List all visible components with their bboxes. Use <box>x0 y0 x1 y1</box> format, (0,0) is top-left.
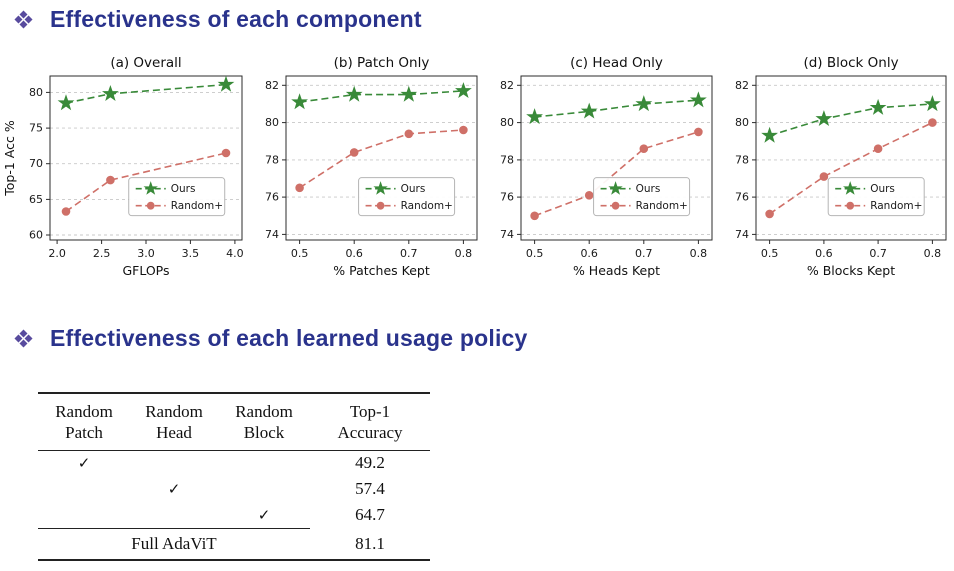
svg-text:80: 80 <box>29 86 43 99</box>
header-random-block: Random Block <box>218 393 310 451</box>
svg-text:70: 70 <box>29 157 43 170</box>
svg-text:65: 65 <box>29 193 43 206</box>
svg-text:0.8: 0.8 <box>924 247 942 260</box>
section-title-policy: Effectiveness of each learned usage poli… <box>14 325 528 352</box>
section-component-heading: Effectiveness of each component <box>50 6 422 32</box>
svg-text:78: 78 <box>500 153 514 166</box>
svg-text:Random+: Random+ <box>870 200 922 212</box>
header-top1-accuracy: Top-1 Accuracy <box>310 393 430 451</box>
header-line: Block <box>243 423 285 443</box>
header-random-head: Random Head <box>130 393 218 451</box>
table-row: ✓ 57.4 <box>38 476 430 502</box>
chart-block-only: 74 76 78 80 82 0.5 0.6 0.7 0.8 (d) Block Only % Bl… <box>735 55 947 278</box>
svg-text:75: 75 <box>29 122 43 135</box>
svg-text:(d) Block Only: (d) Block Only <box>803 55 898 71</box>
svg-text:76: 76 <box>265 191 279 204</box>
svg-text:0.6: 0.6 <box>815 247 833 260</box>
chart-head-only: 74 76 78 80 82 0.5 0.6 0.7 0.8 (c) Head Only % Hea… <box>500 55 713 278</box>
header-random-patch: Random Patch <box>38 393 130 451</box>
header-line: Patch <box>65 423 103 443</box>
svg-text:0.8: 0.8 <box>690 247 708 260</box>
svg-text:% Heads Kept: % Heads Kept <box>573 263 660 278</box>
cell-full-adavit-accuracy: 81.1 <box>355 533 385 553</box>
svg-text:Ours: Ours <box>171 183 196 195</box>
svg-text:2.0: 2.0 <box>48 247 66 260</box>
svg-text:% Patches Kept: % Patches Kept <box>333 263 430 278</box>
svg-text:Ours: Ours <box>870 183 895 195</box>
svg-text:80: 80 <box>265 116 279 129</box>
svg-text:Random+: Random+ <box>171 200 223 212</box>
header-line: Accuracy <box>337 423 403 443</box>
cell-random-patch-check <box>38 502 130 528</box>
cell-accuracy-value: 49.2 <box>355 453 385 473</box>
chart-overall: 60 65 70 75 80 2.0 2.5 3.0 3.5 4.0 (a) Overall GFLO… <box>2 55 244 278</box>
svg-text:0.5: 0.5 <box>526 247 544 260</box>
svg-text:0.7: 0.7 <box>635 247 653 260</box>
table-row: ✓ 64.7 <box>38 502 430 528</box>
header-line: Random <box>235 402 293 421</box>
svg-text:Ours: Ours <box>401 183 426 195</box>
cell-random-head-check <box>130 450 218 476</box>
cell-random-block-check: ✓ <box>257 505 271 524</box>
cell-accuracy-value: 57.4 <box>355 479 385 498</box>
four-diamond-bullet-icon <box>14 10 33 29</box>
svg-text:82: 82 <box>265 79 279 92</box>
svg-text:82: 82 <box>500 79 514 92</box>
cell-random-block-check <box>218 450 310 476</box>
svg-text:Ours: Ours <box>636 183 661 195</box>
header-line: Head <box>156 423 192 443</box>
section-title-component: Effectiveness of each component <box>14 6 422 33</box>
svg-text:(b) Patch Only: (b) Patch Only <box>334 55 430 71</box>
svg-text:Random+: Random+ <box>636 200 688 212</box>
svg-text:74: 74 <box>735 228 749 241</box>
svg-text:78: 78 <box>265 153 279 166</box>
svg-text:% Blocks Kept: % Blocks Kept <box>807 263 895 278</box>
chart-patch-only: 74 76 78 80 82 0.5 0.6 0.7 0.8 (b) Patch Only % Pa… <box>265 55 478 278</box>
svg-text:0.6: 0.6 <box>580 247 598 260</box>
svg-text:80: 80 <box>735 116 749 129</box>
charts-row: 60 65 70 75 80 2.0 2.5 3.0 3.5 4.0 (a) Overall GFLO… <box>2 52 954 284</box>
svg-text:3.0: 3.0 <box>137 247 155 260</box>
cell-random-patch-check <box>38 476 130 502</box>
header-line: Top-1 <box>349 402 391 421</box>
svg-text:0.5: 0.5 <box>291 247 309 260</box>
svg-text:2.5: 2.5 <box>93 247 111 260</box>
svg-text:(c) Head Only: (c) Head Only <box>570 55 663 71</box>
cell-random-head-check: ✓ <box>167 480 181 498</box>
header-line: Random <box>145 402 203 421</box>
cell-random-head-check <box>130 502 218 528</box>
svg-text:60: 60 <box>29 229 43 242</box>
svg-text:Random+: Random+ <box>401 200 453 212</box>
svg-text:Top-1 Acc %: Top-1 Acc % <box>2 120 17 197</box>
svg-text:0.6: 0.6 <box>345 247 363 260</box>
svg-text:0.7: 0.7 <box>869 247 887 260</box>
svg-text:3.5: 3.5 <box>182 247 200 260</box>
svg-text:76: 76 <box>735 191 749 204</box>
table-row: ✓ 49.2 <box>38 450 430 476</box>
cell-random-block-check <box>218 476 310 502</box>
svg-text:80: 80 <box>500 116 514 129</box>
table-footer-row: Full AdaViT 81.1 <box>38 527 430 560</box>
policy-table-header-row: Random Patch Random Head Random Block To… <box>38 393 430 451</box>
policy-table: Random Patch Random Head Random Block To… <box>38 392 430 561</box>
svg-text:0.7: 0.7 <box>400 247 418 260</box>
svg-text:76: 76 <box>500 191 514 204</box>
svg-text:74: 74 <box>500 228 514 241</box>
section-policy-heading: Effectiveness of each learned usage poli… <box>50 325 528 351</box>
svg-text:(a) Overall: (a) Overall <box>110 55 181 71</box>
svg-text:78: 78 <box>735 153 749 166</box>
svg-text:82: 82 <box>735 79 749 92</box>
cell-full-adavit-label: Full AdaViT <box>38 527 310 560</box>
svg-text:0.5: 0.5 <box>761 247 779 260</box>
cell-random-patch-check: ✓ <box>77 454 91 473</box>
svg-text:74: 74 <box>265 228 279 241</box>
cell-accuracy-value: 64.7 <box>355 505 385 524</box>
four-diamond-bullet-icon <box>14 329 33 348</box>
svg-text:0.8: 0.8 <box>455 247 473 260</box>
svg-text:4.0: 4.0 <box>226 247 244 260</box>
svg-text:GFLOPs: GFLOPs <box>122 263 169 278</box>
header-line: Random <box>55 402 113 421</box>
